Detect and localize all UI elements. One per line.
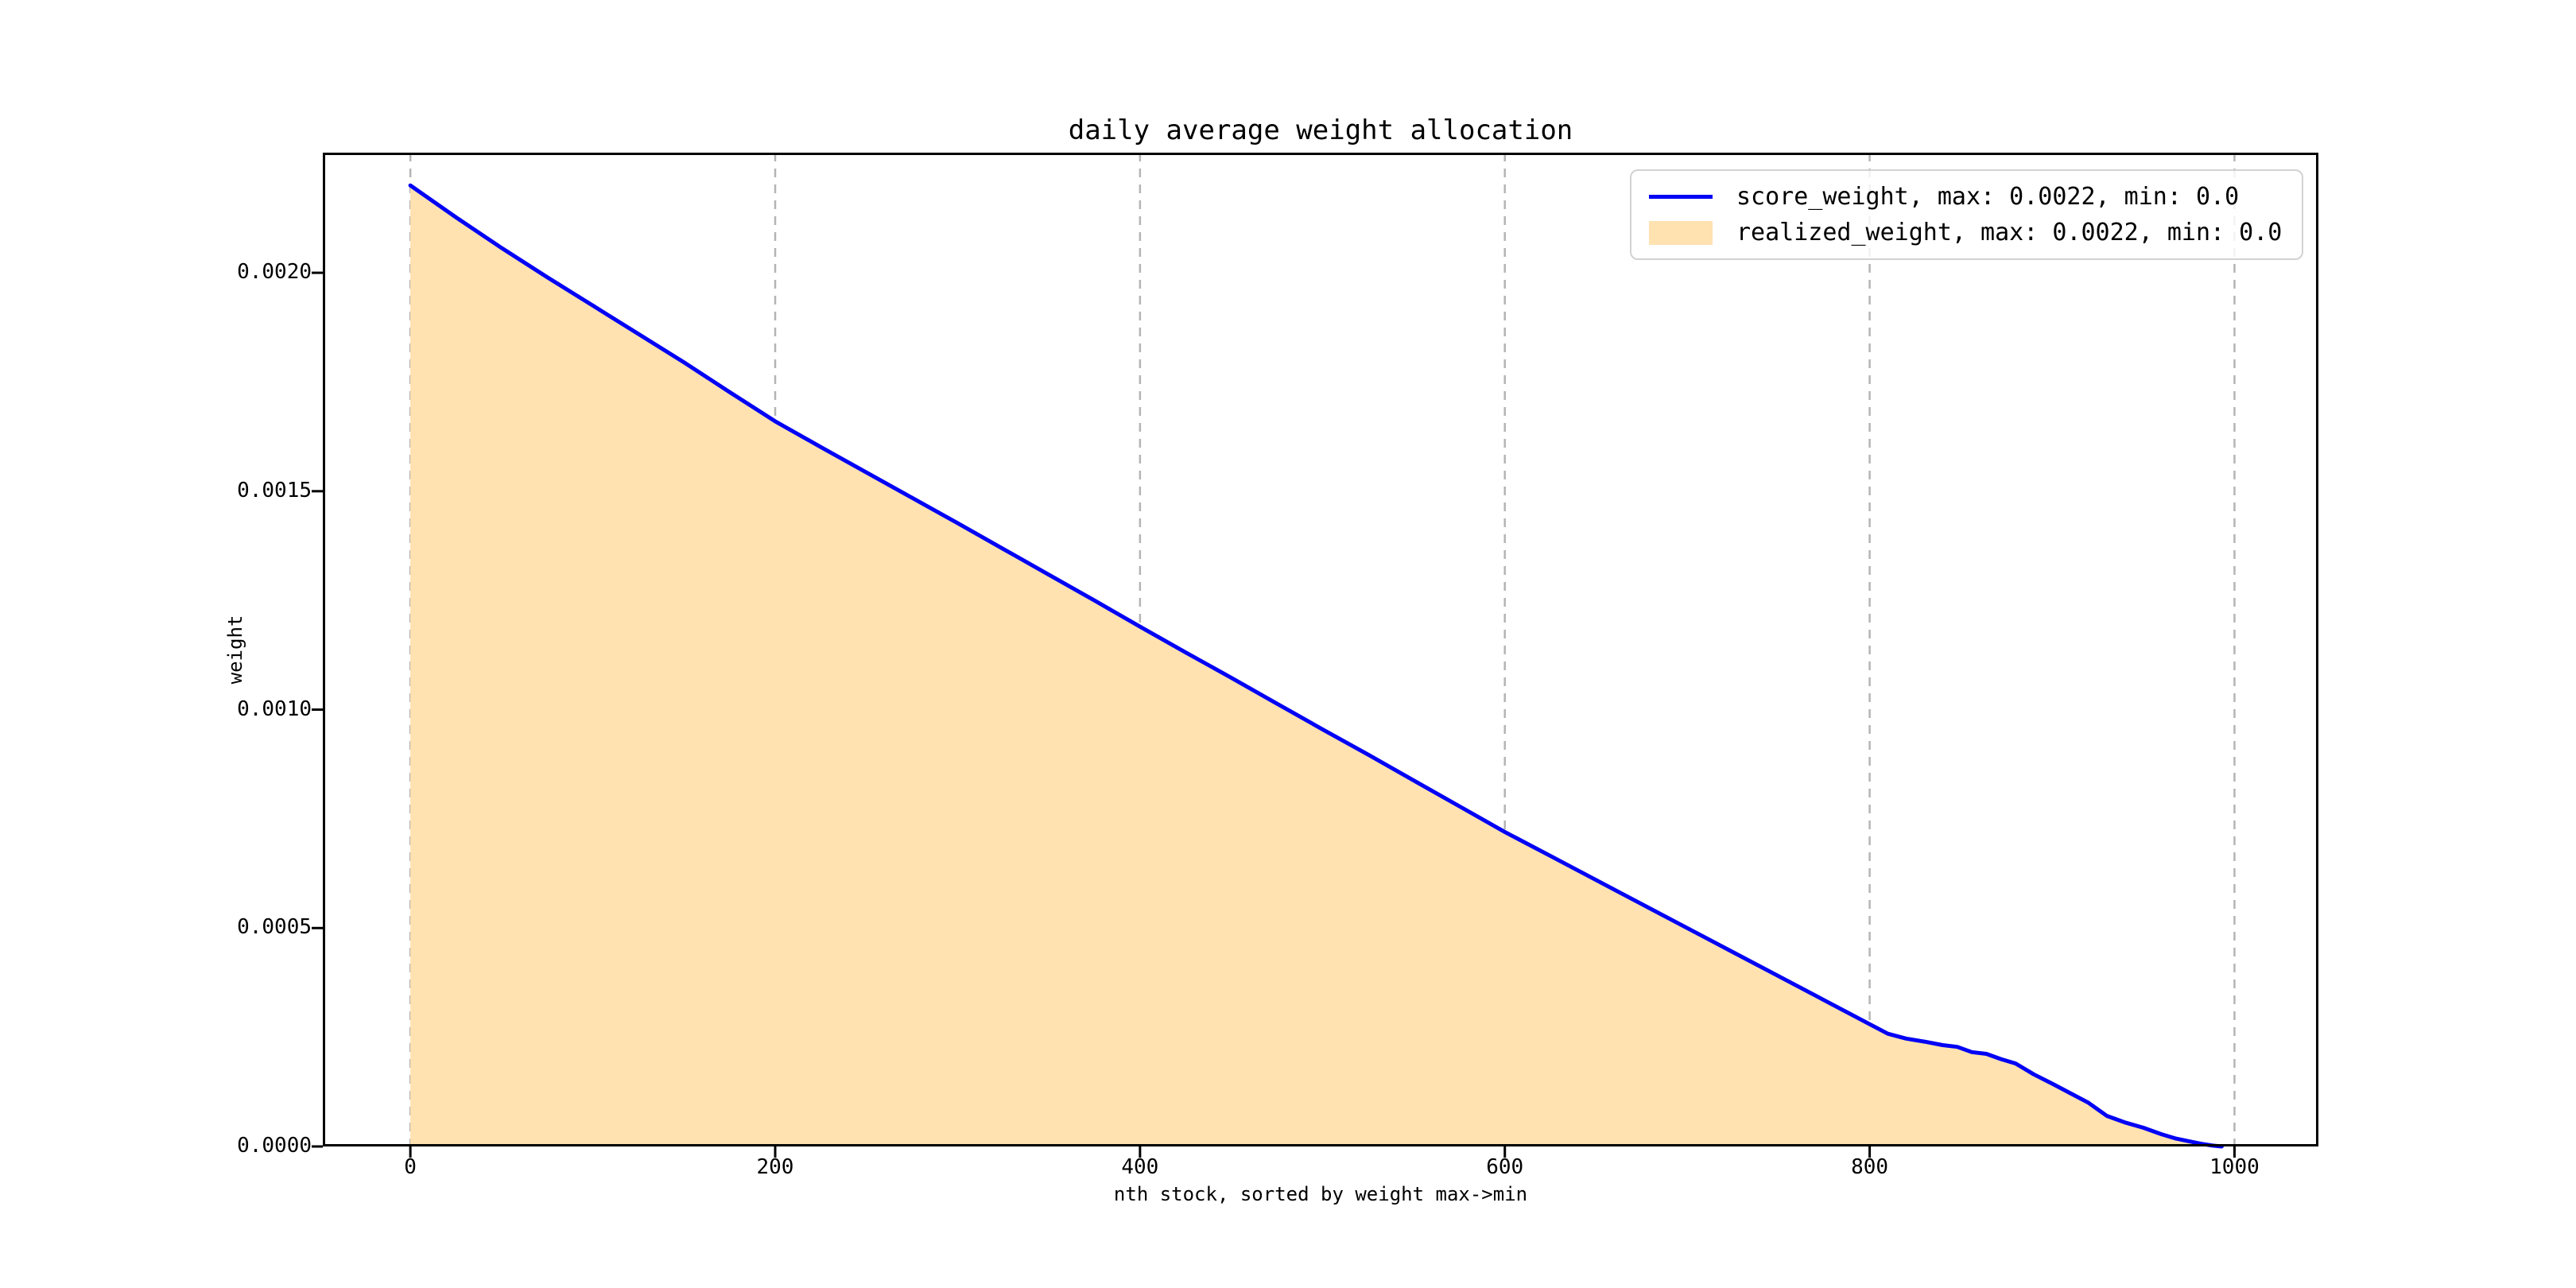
y-tick-label: 0.0005 bbox=[237, 915, 312, 940]
x-tick-label: 600 bbox=[1486, 1155, 1524, 1179]
x-tick-label: 0 bbox=[404, 1155, 417, 1179]
y-axis-label: weight bbox=[224, 615, 246, 685]
x-tick-label: 200 bbox=[756, 1155, 794, 1179]
x-tick-label: 1000 bbox=[2209, 1155, 2260, 1179]
legend-label-score-weight: score_weight, max: 0.0022, min: 0.0 bbox=[1736, 182, 2240, 211]
x-tick-label: 800 bbox=[1851, 1155, 1889, 1179]
legend-line-swatch bbox=[1649, 194, 1713, 199]
y-tick-label: 0.0000 bbox=[237, 1134, 312, 1158]
chart-title: daily average weight allocation bbox=[1068, 114, 1573, 146]
y-tick-label: 0.0010 bbox=[237, 696, 312, 721]
legend: score_weight, max: 0.0022, min: 0.0 real… bbox=[1630, 169, 2303, 260]
x-tick-label: 400 bbox=[1121, 1155, 1159, 1179]
y-tick-label: 0.0015 bbox=[237, 478, 312, 502]
x-axis-label: nth stock, sorted by weight max->min bbox=[1113, 1183, 1528, 1205]
legend-area-swatch bbox=[1649, 220, 1713, 245]
chart-svg bbox=[312, 153, 2318, 1158]
legend-label-realized-weight: realized_weight, max: 0.0022, min: 0.0 bbox=[1736, 219, 2283, 247]
legend-entry-realized-weight: realized_weight, max: 0.0022, min: 0.0 bbox=[1631, 219, 2302, 246]
legend-entry-score-weight: score_weight, max: 0.0022, min: 0.0 bbox=[1631, 183, 2302, 211]
score-weight-line bbox=[408, 183, 2224, 1149]
plot-area bbox=[312, 153, 2318, 1158]
realized-weight-area bbox=[410, 185, 2222, 1147]
plot-border bbox=[323, 153, 2318, 1146]
y-tick-label: 0.0020 bbox=[237, 260, 312, 285]
